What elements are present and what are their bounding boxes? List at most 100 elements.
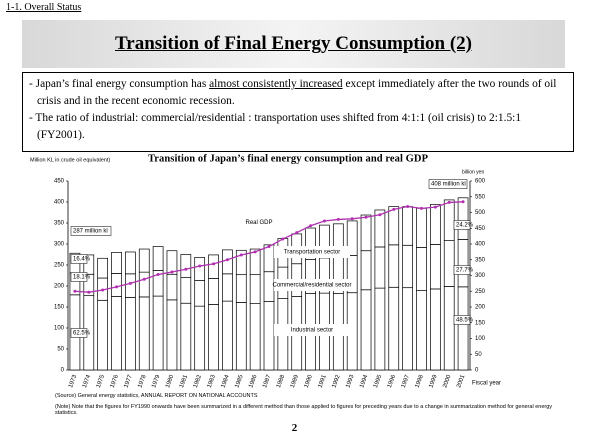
x-tick-label: 1982 xyxy=(193,374,203,389)
chart-title: Transition of Japan’s final energy consu… xyxy=(148,153,429,164)
bar-segment xyxy=(360,250,372,291)
x-tick-label: 1987 xyxy=(262,374,272,389)
gdp-point xyxy=(101,288,105,292)
x-tick-label: 1981 xyxy=(179,374,189,389)
y2-tick-label: 600 xyxy=(475,179,486,185)
gdp-point xyxy=(156,273,160,277)
text: almost consistently increased xyxy=(209,78,343,90)
bar-segment xyxy=(249,303,261,371)
gdp-point xyxy=(128,281,132,285)
source: (Source) General energy statistics, ANNU… xyxy=(55,393,258,399)
gdp-point xyxy=(378,213,382,217)
gdp-point xyxy=(115,285,119,289)
y2-tick-label: 550 xyxy=(475,194,486,200)
bar-segment xyxy=(457,197,469,240)
bar-segment xyxy=(457,239,469,288)
gdp-point xyxy=(253,250,257,254)
bar-segment xyxy=(222,273,233,302)
x-tick-label: 1990 xyxy=(304,374,314,389)
annotation-box xyxy=(70,328,88,338)
x-tick-label: 1977 xyxy=(124,374,134,389)
x-tick-label: 1996 xyxy=(387,374,397,389)
bar-segment xyxy=(111,252,122,274)
y2-tick-label: 0 xyxy=(475,368,479,374)
x-tick-label: 1984 xyxy=(221,374,231,389)
bar-segment xyxy=(166,299,178,371)
gdp-point xyxy=(87,290,91,294)
annotation-box xyxy=(70,254,88,264)
series-label: Commercial/residential sector xyxy=(272,283,351,289)
y2-tick-label: 200 xyxy=(475,305,486,311)
y-tick-label: 100 xyxy=(54,326,65,332)
x-tick-label: 1998 xyxy=(415,374,425,389)
y-tick-label: 150 xyxy=(54,305,65,311)
gdp-point xyxy=(170,270,174,274)
x-tick-label: 1983 xyxy=(207,374,217,389)
annotation: 24.2% xyxy=(456,223,474,229)
bar-segment xyxy=(360,214,372,252)
bar-segment xyxy=(152,295,164,371)
gdp-point xyxy=(73,289,77,293)
bar-segment xyxy=(360,289,372,371)
header: 1-1. Overall Status xyxy=(6,2,82,13)
gdp-point xyxy=(212,262,216,266)
bar-segment xyxy=(416,290,427,371)
bar-segment xyxy=(194,305,206,371)
bullet: - Japan’s final energy consumption has a… xyxy=(29,76,567,110)
bar-segment xyxy=(208,254,219,279)
bar-segment xyxy=(125,273,136,298)
bar-segment xyxy=(235,249,247,276)
bar-segment xyxy=(180,277,192,304)
bar-segment xyxy=(138,296,150,371)
bar-segment xyxy=(194,280,206,307)
series-label: Industrial sector xyxy=(291,328,333,334)
y-tick-label: 400 xyxy=(54,200,65,206)
x-tick-label: 1988 xyxy=(276,374,286,389)
gdp-point xyxy=(281,237,285,241)
gdp-point xyxy=(267,245,271,249)
annotation-box xyxy=(453,220,471,230)
bar-segment xyxy=(374,209,386,248)
x-tick-label: 2001 xyxy=(456,374,466,389)
x-tick-label: 1973 xyxy=(68,374,78,389)
series-label: Real GDP xyxy=(245,220,272,226)
gdp-point xyxy=(392,207,396,211)
x-tick-label: 1989 xyxy=(290,374,300,389)
bar-segment xyxy=(374,287,386,371)
x-tick-label: 1994 xyxy=(359,374,369,389)
x-tick-label: 1974 xyxy=(82,374,92,389)
y2-tick-label: 150 xyxy=(475,320,486,326)
x-tick-label: 1986 xyxy=(248,374,258,389)
y2-tick-label: 500 xyxy=(475,210,486,216)
bar-segment xyxy=(152,246,164,271)
y2-tick-label: 300 xyxy=(475,273,486,279)
bar-segment xyxy=(97,257,108,279)
gdp-point xyxy=(239,253,243,257)
bullet: - The ratio of industrial: commercial/re… xyxy=(29,110,567,144)
y-tick-label: 300 xyxy=(54,242,65,248)
x-tick-label: 1991 xyxy=(318,374,328,389)
bar-segment xyxy=(416,207,427,248)
bar-segment xyxy=(402,206,413,246)
bar-segment xyxy=(443,240,455,287)
gdp-point xyxy=(336,217,340,221)
annotation-box xyxy=(453,265,471,275)
annotation: 62.5% xyxy=(73,331,91,337)
y-tick-label: 450 xyxy=(54,179,65,185)
gdp-point xyxy=(142,277,146,281)
bar-segment xyxy=(222,249,233,275)
y2-tick-label: 100 xyxy=(475,336,486,342)
note: (Note) Note that the figures for FY1990 … xyxy=(55,404,553,416)
bar-segment xyxy=(457,286,469,371)
bar-segment xyxy=(194,257,206,281)
bar-segment xyxy=(263,244,275,273)
bar-segment xyxy=(263,301,275,371)
bar-segment xyxy=(430,244,441,290)
bar-segment xyxy=(249,274,261,304)
gdp-point xyxy=(184,267,188,271)
annotation-box xyxy=(453,315,471,325)
y-tick-label: 0 xyxy=(61,368,65,374)
label-box xyxy=(274,279,350,291)
annotation: 27.7% xyxy=(456,268,474,274)
